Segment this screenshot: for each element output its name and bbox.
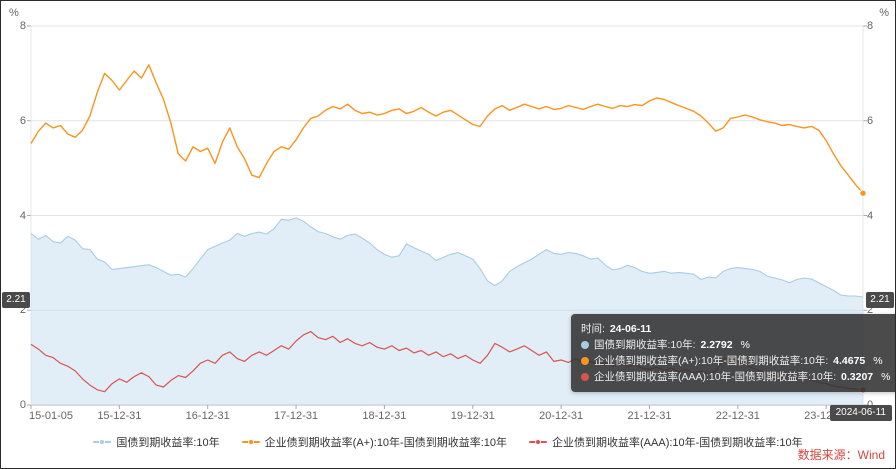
y-tick-label: 6	[19, 114, 26, 127]
tooltip-row: 企业债到期收益率(A+):10年-国债到期收益率:10年: 4.4675%	[581, 353, 891, 369]
x-tick-label: 15-01-05	[29, 410, 74, 422]
y-tick-label: 8	[867, 20, 874, 32]
axis-pointer-y-label-right: 2.21	[866, 292, 894, 309]
legend-line-icon	[241, 439, 260, 445]
data-source: 数据来源：Wind	[797, 448, 885, 462]
y-axis-unit-left: %	[9, 7, 19, 19]
y-tick-label: 8	[19, 20, 26, 32]
legend-label: 国债到期收益率:10年	[116, 437, 220, 449]
legend-line-icon	[529, 439, 548, 445]
legend-label: 企业债到期收益率(AAA):10年-国债到期收益率:10年	[552, 437, 803, 449]
x-tick-label: 19-12-31	[450, 410, 495, 422]
x-tick-label: 15-12-31	[97, 410, 142, 422]
series-line-0[interactable]	[30, 217, 864, 298]
axis-pointer-y-label-left: 2.21	[2, 292, 30, 309]
x-tick-label: 20-12-31	[539, 410, 584, 422]
y-tick-label: 4	[19, 209, 26, 222]
series-marker-icon	[581, 373, 589, 382]
y-tick-label: 6	[867, 114, 874, 127]
axis-pointer-x-label: 2024-06-11	[829, 405, 892, 421]
tooltip-time: 时间: 24-06-11	[581, 323, 652, 335]
y-tick-label: 4	[867, 209, 874, 222]
x-tick-label: 16-12-31	[185, 410, 230, 422]
series-line-1[interactable]	[30, 64, 864, 194]
legend-item-1[interactable]: 企业债到期收益率(A+):10年-国债到期收益率:10年	[241, 434, 508, 450]
legend-line-icon	[93, 439, 112, 445]
series-end-dot-1	[859, 189, 867, 197]
x-tick-label: 17-12-31	[274, 410, 319, 422]
legend-item-0[interactable]: 国债到期收益率:10年	[93, 434, 220, 450]
series-marker-icon	[581, 357, 589, 366]
tooltip: 时间: 24-06-11 国债到期收益率:10年: 2.2792% 企业债到期收益…	[571, 314, 895, 392]
x-tick-label: 21-12-31	[627, 410, 672, 422]
tooltip-rows: 国债到期收益率:10年: 2.2792% 企业债到期收益率(A+):10年-国债到…	[581, 337, 891, 385]
legend: 国债到期收益率:10年 企业债到期收益率(A+):10年-国债到期收益率:10年 企…	[1, 434, 895, 450]
x-tick-label: 22-12-31	[715, 410, 760, 422]
y-tick-label: 2	[19, 304, 26, 317]
y-axis-unit-right: %	[879, 7, 889, 19]
x-tick-label: 18-12-31	[362, 410, 407, 422]
tooltip-row: 企业债到期收益率(AAA):10年-国债到期收益率:10年: 0.3207%	[581, 369, 891, 385]
y-tick-label: 2	[867, 304, 874, 317]
series-marker-icon	[581, 341, 589, 350]
y-tick-label: 0	[19, 399, 26, 411]
legend-label: 企业债到期收益率(A+):10年-国债到期收益率:10年	[264, 437, 508, 449]
legend-item-2[interactable]: 企业债到期收益率(AAA):10年-国债到期收益率:10年	[529, 434, 803, 450]
tooltip-row: 国债到期收益率:10年: 2.2792%	[581, 337, 891, 353]
